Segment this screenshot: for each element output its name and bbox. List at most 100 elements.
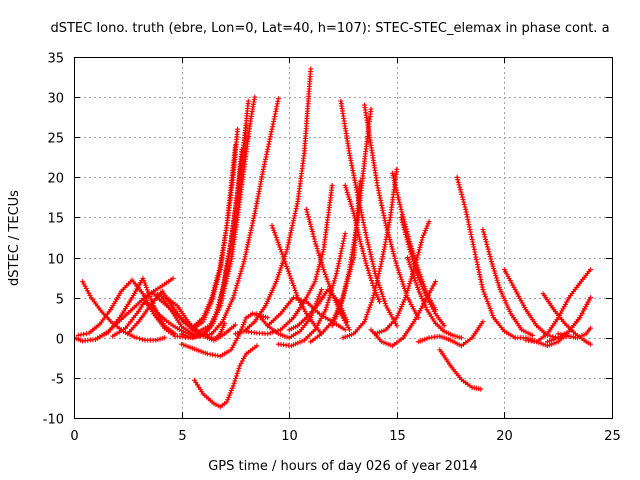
data-point [216, 268, 222, 273]
data-point [265, 315, 271, 321]
data-point [472, 252, 478, 257]
data-point [81, 331, 87, 337]
data-point [292, 287, 298, 293]
data-point [478, 277, 484, 283]
data-point [480, 227, 486, 232]
data-point [283, 249, 289, 255]
data-point [402, 295, 408, 301]
data-point [235, 126, 241, 132]
data-point [401, 224, 407, 230]
data-point [211, 285, 217, 291]
data-point [422, 302, 428, 308]
data-point [240, 261, 246, 267]
data-point [465, 217, 471, 222]
data-point [408, 266, 414, 272]
series-17 [209, 96, 281, 337]
y-tick-labels: -10 -5 0 5 10 15 20 25 30 35 [43, 52, 64, 428]
data-point [232, 287, 238, 293]
data-point [396, 197, 402, 203]
data-point [391, 251, 397, 257]
data-point [390, 248, 396, 254]
data-point [292, 210, 298, 216]
data-point [405, 288, 411, 294]
data-point [369, 259, 375, 265]
data-point [555, 331, 561, 337]
data-point [363, 314, 369, 320]
data-point [356, 234, 362, 240]
data-point [319, 287, 324, 293]
data-point [398, 274, 404, 280]
data-point [391, 175, 397, 181]
data-point [362, 255, 368, 261]
data-point [407, 261, 413, 267]
data-point [131, 334, 137, 340]
data-point [424, 223, 430, 229]
data-point [281, 256, 287, 262]
data-point [277, 244, 283, 250]
data-point [331, 278, 337, 284]
data-point [485, 246, 491, 252]
data-point [240, 263, 246, 269]
data-point [406, 259, 412, 265]
data-point [325, 300, 331, 305]
data-point [394, 190, 400, 196]
series-14 [192, 142, 238, 329]
data-point [329, 182, 335, 188]
data-point [254, 343, 260, 349]
data-point [232, 378, 238, 384]
series-37 [415, 319, 486, 349]
data-point [343, 185, 349, 191]
data-point [485, 301, 491, 307]
data-point [275, 274, 281, 280]
data-point [492, 270, 498, 276]
data-point [402, 229, 408, 235]
data-point [141, 278, 147, 284]
data-point [279, 249, 284, 255]
data-point [294, 203, 300, 209]
series-29 [329, 106, 374, 329]
data-point [230, 295, 236, 301]
data-point [333, 273, 339, 279]
data-point [414, 257, 420, 263]
data-point [215, 270, 221, 276]
data-point [335, 266, 341, 272]
data-point [312, 279, 318, 285]
data-point [264, 149, 270, 155]
data-point [275, 239, 281, 245]
data-point [347, 196, 352, 202]
data-point [368, 106, 374, 112]
data-point [412, 278, 418, 283]
data-point [416, 249, 422, 255]
data-point [360, 251, 366, 256]
data-point [323, 307, 329, 313]
data-point [341, 312, 347, 318]
data-point [349, 203, 355, 209]
data-point [291, 215, 297, 221]
data-point [407, 281, 413, 287]
data-point [347, 327, 352, 333]
data-point [393, 185, 399, 191]
data-point [369, 297, 375, 303]
data-point [78, 332, 84, 338]
data-point [400, 301, 405, 307]
data-point [371, 266, 377, 272]
data-point [396, 199, 402, 205]
data-point [488, 308, 494, 314]
series-18 [232, 66, 314, 337]
data-point [359, 246, 365, 252]
data-point [314, 271, 320, 277]
data-point [285, 242, 291, 248]
data-point [416, 247, 422, 253]
data-point [495, 280, 501, 286]
data-point [459, 192, 465, 198]
data-point [388, 239, 393, 245]
data-point [410, 256, 416, 262]
data-point [486, 249, 492, 255]
data-point [341, 238, 346, 244]
data-point [318, 257, 324, 263]
data-point [332, 275, 338, 281]
data-point [216, 304, 222, 310]
data-point [457, 184, 463, 190]
data-point [139, 336, 145, 342]
